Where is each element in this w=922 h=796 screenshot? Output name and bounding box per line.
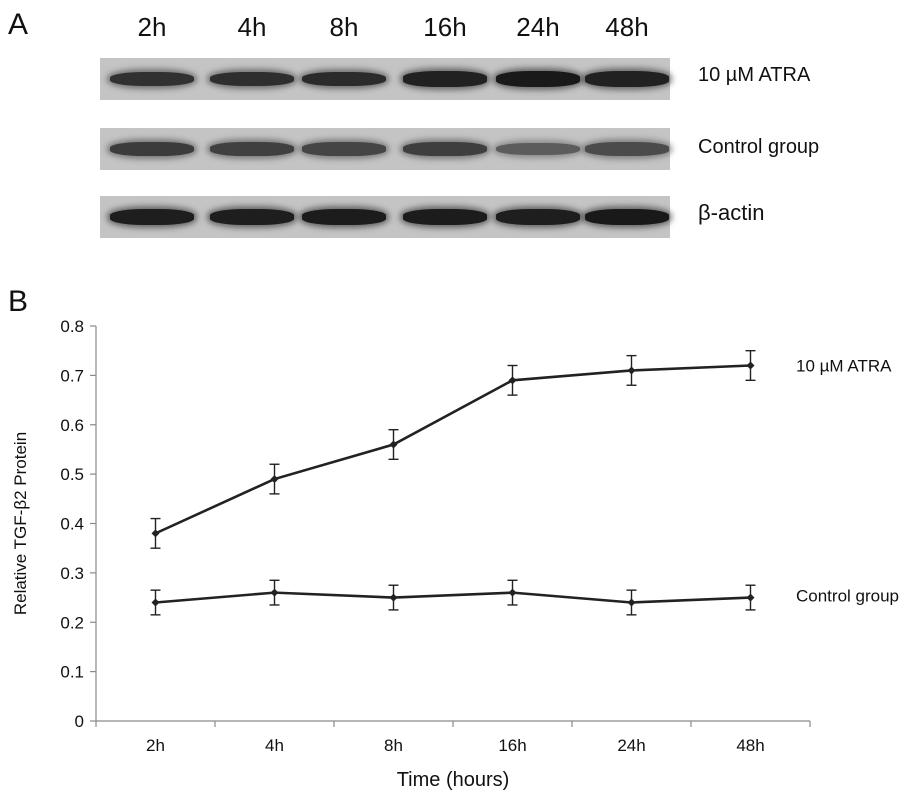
x-tick-label: 2h xyxy=(146,736,165,755)
series-label: 10 µM ATRA xyxy=(796,357,892,376)
y-tick-label: 0.3 xyxy=(60,564,84,583)
blot-band xyxy=(496,209,580,225)
data-point xyxy=(508,376,517,385)
blot-band xyxy=(585,209,669,225)
series-label: Control group xyxy=(796,587,899,606)
blot-band xyxy=(403,141,487,157)
data-point xyxy=(151,598,160,607)
blot-band xyxy=(110,71,194,87)
blot-band xyxy=(302,71,386,87)
x-axis-title: Time (hours) xyxy=(397,769,510,791)
blot-band xyxy=(110,141,194,157)
lane-label: 8h xyxy=(329,12,359,42)
blot-band xyxy=(403,209,487,225)
blot-band xyxy=(496,71,580,87)
x-tick-label: 24h xyxy=(617,736,645,755)
blot-strip xyxy=(100,128,670,170)
blot-band xyxy=(210,71,294,87)
data-point xyxy=(151,529,160,538)
data-point xyxy=(746,361,755,370)
lane-label: 2h xyxy=(137,12,167,42)
y-tick-label: 0 xyxy=(75,712,84,731)
blot-band xyxy=(585,142,669,156)
data-point xyxy=(389,593,398,602)
lane-label: 24h xyxy=(516,12,560,42)
x-tick-label: 8h xyxy=(384,736,403,755)
blot-band xyxy=(302,142,386,156)
x-tick-label: 16h xyxy=(498,736,526,755)
lane-label: 16h xyxy=(423,12,467,42)
series-line xyxy=(154,364,751,535)
blot-band xyxy=(210,142,294,156)
y-tick-label: 0.7 xyxy=(60,366,84,385)
panel-b-letter: B xyxy=(8,285,29,318)
blot-band xyxy=(302,209,386,225)
lane-label: 48h xyxy=(605,12,649,42)
y-tick-label: 0.8 xyxy=(60,317,84,336)
blot-row-label: β-actin xyxy=(698,200,765,225)
x-tick-label: 48h xyxy=(736,736,764,755)
blot-band xyxy=(496,142,580,156)
data-point xyxy=(627,598,636,607)
x-tick-label: 4h xyxy=(265,736,284,755)
series-line xyxy=(155,591,751,604)
panel-a-letter: A xyxy=(8,8,29,41)
blot-band xyxy=(110,209,194,225)
lane-label: 4h xyxy=(237,12,267,42)
y-tick-label: 0.4 xyxy=(60,515,84,534)
data-point xyxy=(270,475,279,484)
blot-row-label: 10 µM ATRA xyxy=(698,64,811,86)
blot-strip xyxy=(100,58,670,100)
data-point xyxy=(627,366,636,375)
blot-band xyxy=(585,71,669,87)
data-point xyxy=(389,440,398,449)
blot-strip xyxy=(100,196,670,238)
y-tick-label: 0.2 xyxy=(60,613,84,632)
blot-row-label: Control group xyxy=(698,136,820,158)
data-point xyxy=(508,588,517,597)
data-point xyxy=(270,588,279,597)
blot-band xyxy=(210,209,294,225)
data-point xyxy=(746,593,755,602)
y-tick-label: 0.5 xyxy=(60,465,84,484)
blot-band xyxy=(403,71,487,87)
y-tick-label: 0.1 xyxy=(60,663,84,682)
y-tick-label: 0.6 xyxy=(60,416,84,435)
y-axis-title: Relative TGF-β2 Protein xyxy=(11,432,30,615)
